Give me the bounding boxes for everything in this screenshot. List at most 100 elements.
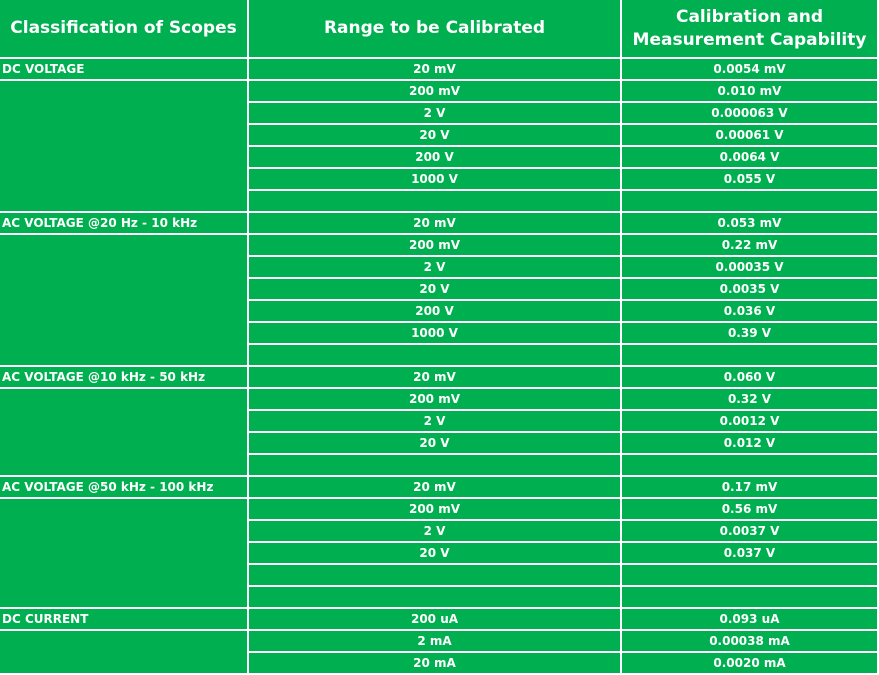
table-row: 200 mV 0.56 mV (0, 499, 877, 607)
range-cell: 200 mV (249, 389, 620, 409)
table-row (0, 565, 877, 585)
cmc-cell (622, 587, 877, 607)
table-row: 200 mV 0.22 mV (0, 235, 877, 365)
scope-spacer-cell (0, 235, 247, 365)
cmc-cell: 0.0020 mA (622, 653, 877, 673)
table-row: 1000 V 0.39 V (0, 323, 877, 343)
cmc-cell: 0.17 mV (622, 477, 877, 497)
scope-cell: AC VOLTAGE @20 Hz - 10 kHz (0, 213, 247, 233)
cmc-cell: 0.39 V (622, 323, 877, 343)
range-cell: 20 mV (249, 213, 620, 233)
table-row: 20 V 0.037 V (0, 543, 877, 563)
cmc-cell: 0.093 uA (622, 609, 877, 629)
range-cell: 2 V (249, 521, 620, 541)
range-cell (249, 455, 620, 475)
header-row: Classification of Scopes Range to be Cal… (0, 0, 877, 57)
scope-spacer-cell (0, 631, 247, 673)
range-cell: 2 V (249, 257, 620, 277)
scope-cell: DC VOLTAGE (0, 59, 247, 79)
table-row: 2 V 0.0012 V (0, 411, 877, 431)
cmc-cell (622, 565, 877, 585)
cmc-cell (622, 345, 877, 365)
range-cell: 20 V (249, 279, 620, 299)
range-cell: 200 V (249, 147, 620, 167)
cmc-cell: 0.010 mV (622, 81, 877, 101)
range-cell: 1000 V (249, 169, 620, 189)
range-cell: 200 mV (249, 81, 620, 101)
cmc-cell: 0.0037 V (622, 521, 877, 541)
scope-spacer-cell (0, 81, 247, 211)
cmc-cell (622, 455, 877, 475)
range-cell: 200 uA (249, 609, 620, 629)
table-row: DC VOLTAGE 20 mV 0.0054 mV (0, 59, 877, 79)
cmc-cell: 0.0064 V (622, 147, 877, 167)
table-row: 20 V 0.0035 V (0, 279, 877, 299)
table-row: AC VOLTAGE @20 Hz - 10 kHz 20 mV 0.053 mV (0, 213, 877, 233)
table-row (0, 345, 877, 365)
header-range: Range to be Calibrated (249, 0, 620, 57)
table-row: 20 V 0.00061 V (0, 125, 877, 145)
cmc-cell: 0.56 mV (622, 499, 877, 519)
header-scope: Classification of Scopes (0, 0, 247, 57)
cmc-cell: 0.055 V (622, 169, 877, 189)
table-row: 2 mA 0.00038 mA (0, 631, 877, 673)
cmc-cell: 0.22 mV (622, 235, 877, 255)
table-row: 200 V 0.036 V (0, 301, 877, 321)
scope-spacer-cell (0, 389, 247, 475)
range-cell: 200 mV (249, 235, 620, 255)
range-cell: 2 V (249, 411, 620, 431)
table-row: 200 mV 0.010 mV (0, 81, 877, 211)
table-row: 20 V 0.012 V (0, 433, 877, 453)
cmc-cell: 0.00038 mA (622, 631, 877, 651)
table-row: 200 V 0.0064 V (0, 147, 877, 167)
table-row (0, 587, 877, 607)
cmc-cell: 0.036 V (622, 301, 877, 321)
cmc-cell: 0.0054 mV (622, 59, 877, 79)
table-row (0, 455, 877, 475)
range-cell: 2 mA (249, 631, 620, 651)
table-row: 20 mA 0.0020 mA (0, 653, 877, 673)
range-cell: 20 V (249, 543, 620, 563)
cmc-cell (622, 191, 877, 211)
table-row: AC VOLTAGE @50 kHz - 100 kHz 20 mV 0.17 mV (0, 477, 877, 497)
scope-cell: AC VOLTAGE @50 kHz - 100 kHz (0, 477, 247, 497)
cmc-cell: 0.060 V (622, 367, 877, 387)
range-cell: 20 V (249, 433, 620, 453)
range-cell: 200 mV (249, 499, 620, 519)
table-row: AC VOLTAGE @10 kHz - 50 kHz 20 mV 0.060 V (0, 367, 877, 387)
table-row: 2 V 0.0037 V (0, 521, 877, 541)
scope-spacer-cell (0, 499, 247, 607)
range-cell (249, 587, 620, 607)
range-cell: 20 mV (249, 477, 620, 497)
scope-cell: DC CURRENT (0, 609, 247, 629)
header-cmc: Calibration and Measurement Capability (622, 0, 877, 57)
range-cell: 200 V (249, 301, 620, 321)
scope-cell: AC VOLTAGE @10 kHz - 50 kHz (0, 367, 247, 387)
table-row: 2 V 0.00035 V (0, 257, 877, 277)
cmc-cell: 0.000063 V (622, 103, 877, 123)
cmc-cell: 0.0012 V (622, 411, 877, 431)
cmc-cell: 0.012 V (622, 433, 877, 453)
table-row: 200 mV 0.32 V (0, 389, 877, 475)
cmc-cell: 0.00035 V (622, 257, 877, 277)
range-cell: 20 mV (249, 59, 620, 79)
table-header: Classification of Scopes Range to be Cal… (0, 0, 877, 57)
table-row: 2 V 0.000063 V (0, 103, 877, 123)
cmc-cell: 0.32 V (622, 389, 877, 409)
range-cell (249, 191, 620, 211)
cmc-cell: 0.0035 V (622, 279, 877, 299)
range-cell: 20 mA (249, 653, 620, 673)
range-cell: 2 V (249, 103, 620, 123)
cmc-cell: 0.053 mV (622, 213, 877, 233)
range-cell (249, 345, 620, 365)
table-body: DC VOLTAGE 20 mV 0.0054 mV 200 mV 0.010 mV 2 … (0, 59, 877, 673)
range-cell: 20 V (249, 125, 620, 145)
cmc-cell: 0.00061 V (622, 125, 877, 145)
table-row: DC CURRENT 200 uA 0.093 uA (0, 609, 877, 629)
range-cell: 20 mV (249, 367, 620, 387)
table-row: 1000 V 0.055 V (0, 169, 877, 189)
range-cell (249, 565, 620, 585)
table-row (0, 191, 877, 211)
range-cell: 1000 V (249, 323, 620, 343)
